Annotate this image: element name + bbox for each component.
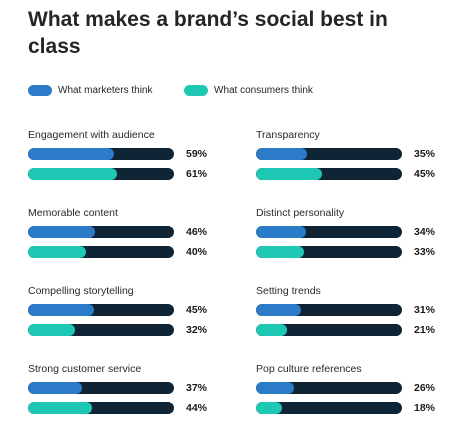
metric-group: Distinct personality 34% 33% (256, 207, 466, 267)
bar-consumers (28, 402, 93, 414)
metric-group: Transparency 35% 45% (256, 129, 466, 189)
value-label-consumers: 21% (414, 324, 436, 336)
value-label-marketers: 31% (414, 304, 436, 316)
value-label-consumers: 44% (186, 402, 208, 414)
bar-track (256, 246, 402, 258)
bar-row-marketers: 59% (28, 148, 238, 160)
category-label: Setting trends (256, 285, 321, 297)
value-label-marketers: 46% (186, 226, 208, 238)
metric-group: Compelling storytelling 45% 32% (28, 285, 238, 345)
bar-row-consumers: 18% (256, 402, 466, 414)
metric-group: Memorable content 46% 40% (28, 207, 238, 267)
bar-row-marketers: 37% (28, 382, 238, 394)
bar-track (256, 148, 402, 160)
metric-group: Pop culture references 26% 18% (256, 363, 466, 423)
bar-row-marketers: 26% (256, 382, 466, 394)
bar-track (256, 226, 402, 238)
bar-track (256, 402, 402, 414)
bar-track (28, 168, 174, 180)
bar-track (28, 402, 174, 414)
value-label-consumers: 33% (414, 246, 436, 258)
bar-track (28, 226, 174, 238)
bar-marketers (256, 148, 308, 160)
bar-marketers (28, 382, 83, 394)
bar-row-consumers: 44% (28, 402, 238, 414)
legend-label-consumers: What consumers think (214, 85, 313, 96)
legend-swatch-consumers (184, 85, 208, 96)
value-label-consumers: 18% (414, 402, 436, 414)
bar-track (28, 246, 174, 258)
bar-track (256, 324, 402, 336)
value-label-consumers: 40% (186, 246, 208, 258)
bar-row-consumers: 32% (28, 324, 238, 336)
value-label-marketers: 26% (414, 382, 436, 394)
category-label: Compelling storytelling (28, 285, 134, 297)
bar-row-marketers: 34% (256, 226, 466, 238)
value-label-marketers: 37% (186, 382, 208, 394)
bar-track (256, 304, 402, 316)
value-label-marketers: 34% (414, 226, 436, 238)
bar-consumers (256, 402, 283, 414)
bar-track (28, 324, 174, 336)
bar-consumers (28, 324, 75, 336)
category-label: Transparency (256, 129, 320, 141)
bar-marketers (256, 226, 306, 238)
bar-row-marketers: 46% (28, 226, 238, 238)
category-label: Pop culture references (256, 363, 362, 375)
value-label-marketers: 35% (414, 148, 436, 160)
bar-track (256, 382, 402, 394)
bar-row-marketers: 31% (256, 304, 466, 316)
bar-consumers (28, 246, 87, 258)
bar-row-consumers: 33% (256, 246, 466, 258)
bar-consumers (256, 246, 305, 258)
bar-marketers (28, 148, 115, 160)
metric-group: Engagement with audience 59% 61% (28, 129, 238, 189)
bar-row-consumers: 40% (28, 246, 238, 258)
bar-row-marketers: 35% (256, 148, 466, 160)
bar-row-consumers: 21% (256, 324, 466, 336)
category-label: Strong customer service (28, 363, 142, 375)
value-label-consumers: 45% (414, 168, 436, 180)
bar-track (28, 148, 174, 160)
metric-group: Strong customer service 37% 44% (28, 363, 238, 423)
legend-label-marketers: What marketers think (58, 85, 153, 96)
bar-row-marketers: 45% (28, 304, 238, 316)
bar-marketers (256, 382, 294, 394)
category-label: Distinct personality (256, 207, 345, 219)
bar-row-consumers: 61% (28, 168, 238, 180)
value-label-marketers: 59% (186, 148, 208, 160)
bar-consumers (256, 324, 287, 336)
category-label: Memorable content (28, 207, 118, 219)
value-label-consumers: 61% (186, 168, 208, 180)
bar-marketers (256, 304, 302, 316)
value-label-marketers: 45% (186, 304, 208, 316)
value-label-consumers: 32% (186, 324, 208, 336)
bar-consumers (28, 168, 118, 180)
bar-consumers (256, 168, 322, 180)
bar-track (28, 382, 174, 394)
bar-row-consumers: 45% (256, 168, 466, 180)
category-label: Engagement with audience (28, 129, 155, 141)
chart-title: What makes a brand’s social best in clas… (28, 8, 388, 58)
bar-marketers (28, 304, 94, 316)
legend-swatch-marketers (28, 85, 52, 96)
bar-track (256, 168, 402, 180)
metric-group: Setting trends 31% 21% (256, 285, 466, 345)
bar-marketers (28, 226, 96, 238)
bar-track (28, 304, 174, 316)
